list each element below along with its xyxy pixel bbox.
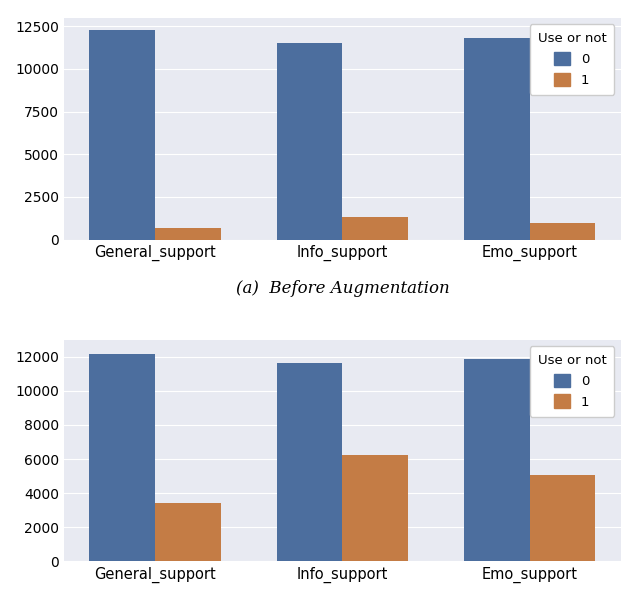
- Bar: [90, 30, 155, 240]
- Bar: [276, 43, 342, 240]
- Legend: 0, 1: 0, 1: [530, 346, 614, 417]
- Bar: [464, 38, 530, 240]
- Bar: [530, 475, 595, 561]
- Text: (a)  Before Augmentation: (a) Before Augmentation: [236, 280, 449, 297]
- Bar: [276, 363, 342, 561]
- Legend: 0, 1: 0, 1: [530, 24, 614, 95]
- Bar: [155, 228, 221, 240]
- Bar: [530, 223, 595, 240]
- Bar: [342, 217, 408, 240]
- Bar: [90, 354, 155, 561]
- Bar: [464, 359, 530, 561]
- Bar: [155, 504, 221, 561]
- Bar: [342, 454, 408, 561]
